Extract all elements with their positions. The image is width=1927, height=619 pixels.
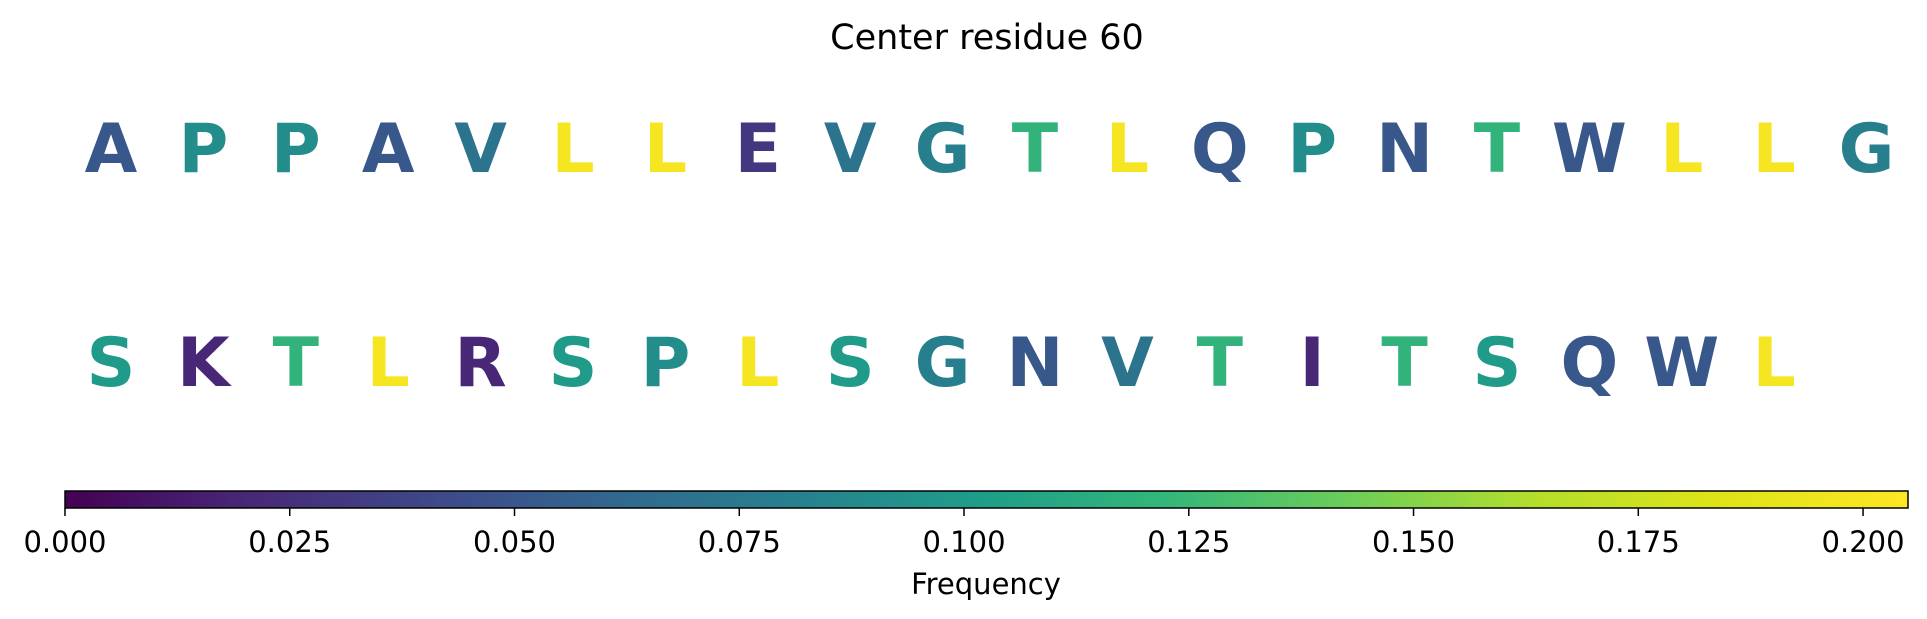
residue-letter: L [1106, 110, 1149, 189]
residue-letter: V [824, 110, 877, 189]
colorbar: 0.000 0.025 0.050 0.075 0.100 0.125 0.150 0.175… [23, 490, 1909, 601]
residue-letter: E [735, 110, 781, 189]
residue-letter: Q [1191, 110, 1249, 189]
residue-letter: W [1552, 110, 1627, 189]
colorbar-tick-label: 0.100 [923, 525, 1006, 559]
colorbar-tick-label: 0.075 [698, 525, 781, 559]
residue-letter: A [85, 110, 138, 189]
residue-letter: S [826, 324, 875, 403]
colorbar-tick-label: 0.200 [1822, 525, 1905, 559]
colorbar-label: Frequency [911, 567, 1061, 601]
residue-letter: T [273, 324, 320, 403]
residue-letter: G [915, 110, 971, 189]
residue-letter: P [178, 110, 228, 189]
residue-letter: K [177, 324, 232, 403]
residue-letter: T [1474, 110, 1521, 189]
residue-letter: P [271, 110, 321, 189]
colorbar-tick-label: 0.025 [248, 525, 331, 559]
residue-letter: G [915, 324, 971, 403]
residue-letter: T [1381, 324, 1428, 403]
residue-letter: L [644, 110, 687, 189]
colorbar-tick-label: 0.150 [1372, 525, 1455, 559]
colorbar-tick-label: 0.050 [473, 525, 556, 559]
residue-letter: L [1660, 110, 1703, 189]
residue-letter: W [1644, 324, 1719, 403]
residue-letter: S [1473, 324, 1522, 403]
residue-letter: R [454, 324, 506, 403]
residue-letter: Q [1560, 324, 1618, 403]
residue-letter: G [1839, 110, 1895, 189]
colorbar-tick-label: 0.175 [1597, 525, 1680, 559]
residue-letter: S [549, 324, 598, 403]
residue-letter: N [1376, 110, 1433, 189]
residue-letter: P [1287, 110, 1337, 189]
residue-letter: T [1012, 110, 1059, 189]
residue-letter: A [362, 110, 415, 189]
chart-title: Center residue 60 [830, 18, 1144, 58]
residue-letter: V [1101, 324, 1154, 403]
residue-letter: L [1753, 110, 1796, 189]
residue-letter: S [87, 324, 136, 403]
colorbar-ticks: 0.000 0.025 0.050 0.075 0.100 0.125 0.150 0.175… [23, 508, 1905, 559]
residue-letter: L [736, 324, 779, 403]
residue-letter: L [367, 324, 410, 403]
residue-letter: P [640, 324, 690, 403]
residue-letter: L [551, 110, 594, 189]
residue-letter: I [1300, 324, 1325, 403]
residue-letter: V [454, 110, 507, 189]
colorbar-tick-label: 0.000 [23, 525, 106, 559]
colorbar-tick-label: 0.125 [1147, 525, 1230, 559]
colorbar-gradient [64, 490, 1909, 509]
residue-letter: L [1753, 324, 1796, 403]
residue-letter: T [1197, 324, 1244, 403]
residue-letter: N [1007, 324, 1064, 403]
